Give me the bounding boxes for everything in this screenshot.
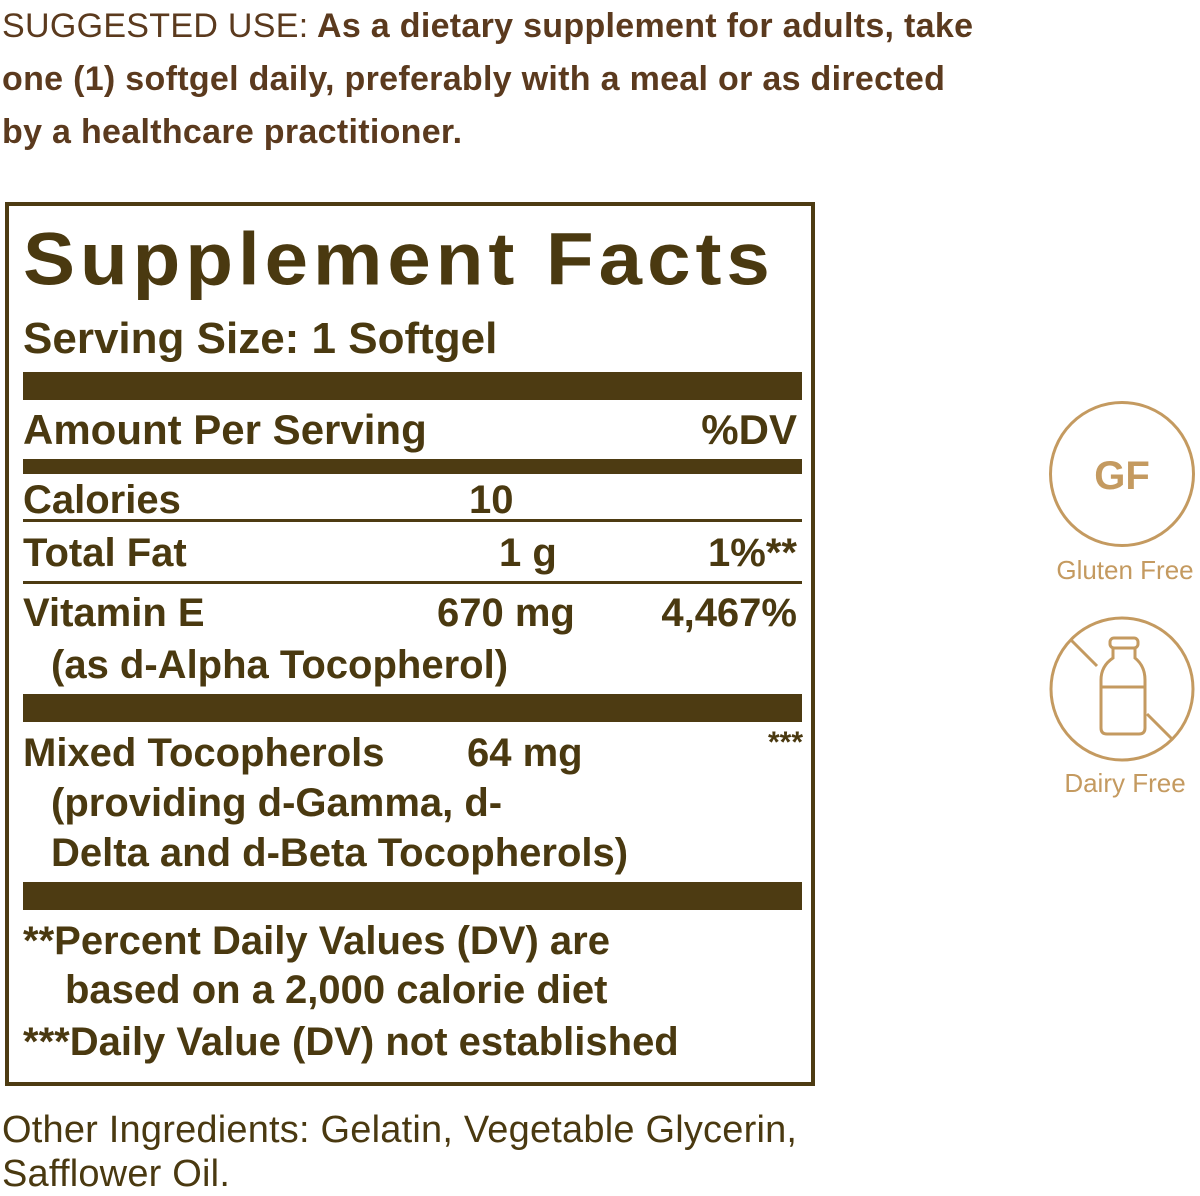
dairy-free-label: Dairy Free bbox=[1064, 768, 1186, 798]
suggested-use-label: SUGGESTED USE: bbox=[2, 7, 309, 45]
rule bbox=[23, 519, 802, 522]
panel-title: Supplement Facts bbox=[23, 216, 775, 301]
gluten-free-label: Gluten Free bbox=[1056, 555, 1194, 585]
supplement-facts-panel: Supplement Facts Serving Size: 1 Softgel… bbox=[5, 202, 815, 1086]
mixed-tocopherols-amount: 64 mg bbox=[467, 731, 583, 775]
footnote-dv-cont: based on a 2,000 calorie diet bbox=[65, 968, 608, 1012]
thick-divider bbox=[23, 694, 802, 722]
gf-glyph: GF bbox=[1094, 454, 1150, 498]
vitamin-e-dv: 4,467% bbox=[661, 591, 797, 635]
medium-divider bbox=[23, 459, 802, 474]
thick-divider bbox=[23, 882, 802, 910]
footnote-dv: **Percent Daily Values (DV) are bbox=[23, 919, 610, 963]
vitamin-e-source: (as d-Alpha Tocopherol) bbox=[51, 643, 509, 687]
serving-size: Serving Size: 1 Softgel bbox=[23, 314, 498, 363]
dairy-free-icon bbox=[1049, 616, 1195, 762]
suggested-use: SUGGESTED USE: As a dietary supplement f… bbox=[2, 0, 982, 159]
dv-header: %DV bbox=[701, 406, 797, 453]
footnote-not-established: ***Daily Value (DV) not established bbox=[23, 1020, 679, 1064]
other-ingredients: Other Ingredients: Gelatin, Vegetable Gl… bbox=[2, 1109, 798, 1195]
amount-header: Amount Per Serving bbox=[23, 406, 427, 453]
mixed-tocopherols-detail-2: Delta and d-Beta Tocopherols) bbox=[51, 831, 629, 875]
calories-amount: 10 bbox=[469, 478, 514, 522]
vitamin-e-amount: 670 mg bbox=[437, 591, 575, 635]
gluten-free-icon: GF bbox=[1049, 401, 1195, 547]
suggested-use-text: As a dietary supplement for adults, take… bbox=[2, 7, 974, 151]
thick-divider bbox=[23, 372, 802, 400]
mixed-tocopherols-dv: *** bbox=[767, 726, 803, 759]
mixed-tocopherols-detail-1: (providing d-Gamma, d- bbox=[51, 781, 503, 825]
mixed-tocopherols-label: Mixed Tocopherols bbox=[23, 731, 385, 775]
milk-bottle-crossed-icon bbox=[1049, 616, 1195, 762]
vitamin-e-label: Vitamin E bbox=[23, 591, 205, 635]
total-fat-dv: 1%** bbox=[708, 531, 797, 575]
total-fat-amount: 1 g bbox=[499, 531, 557, 575]
calories-label: Calories bbox=[23, 478, 181, 522]
total-fat-label: Total Fat bbox=[23, 531, 187, 575]
rule bbox=[23, 581, 802, 584]
